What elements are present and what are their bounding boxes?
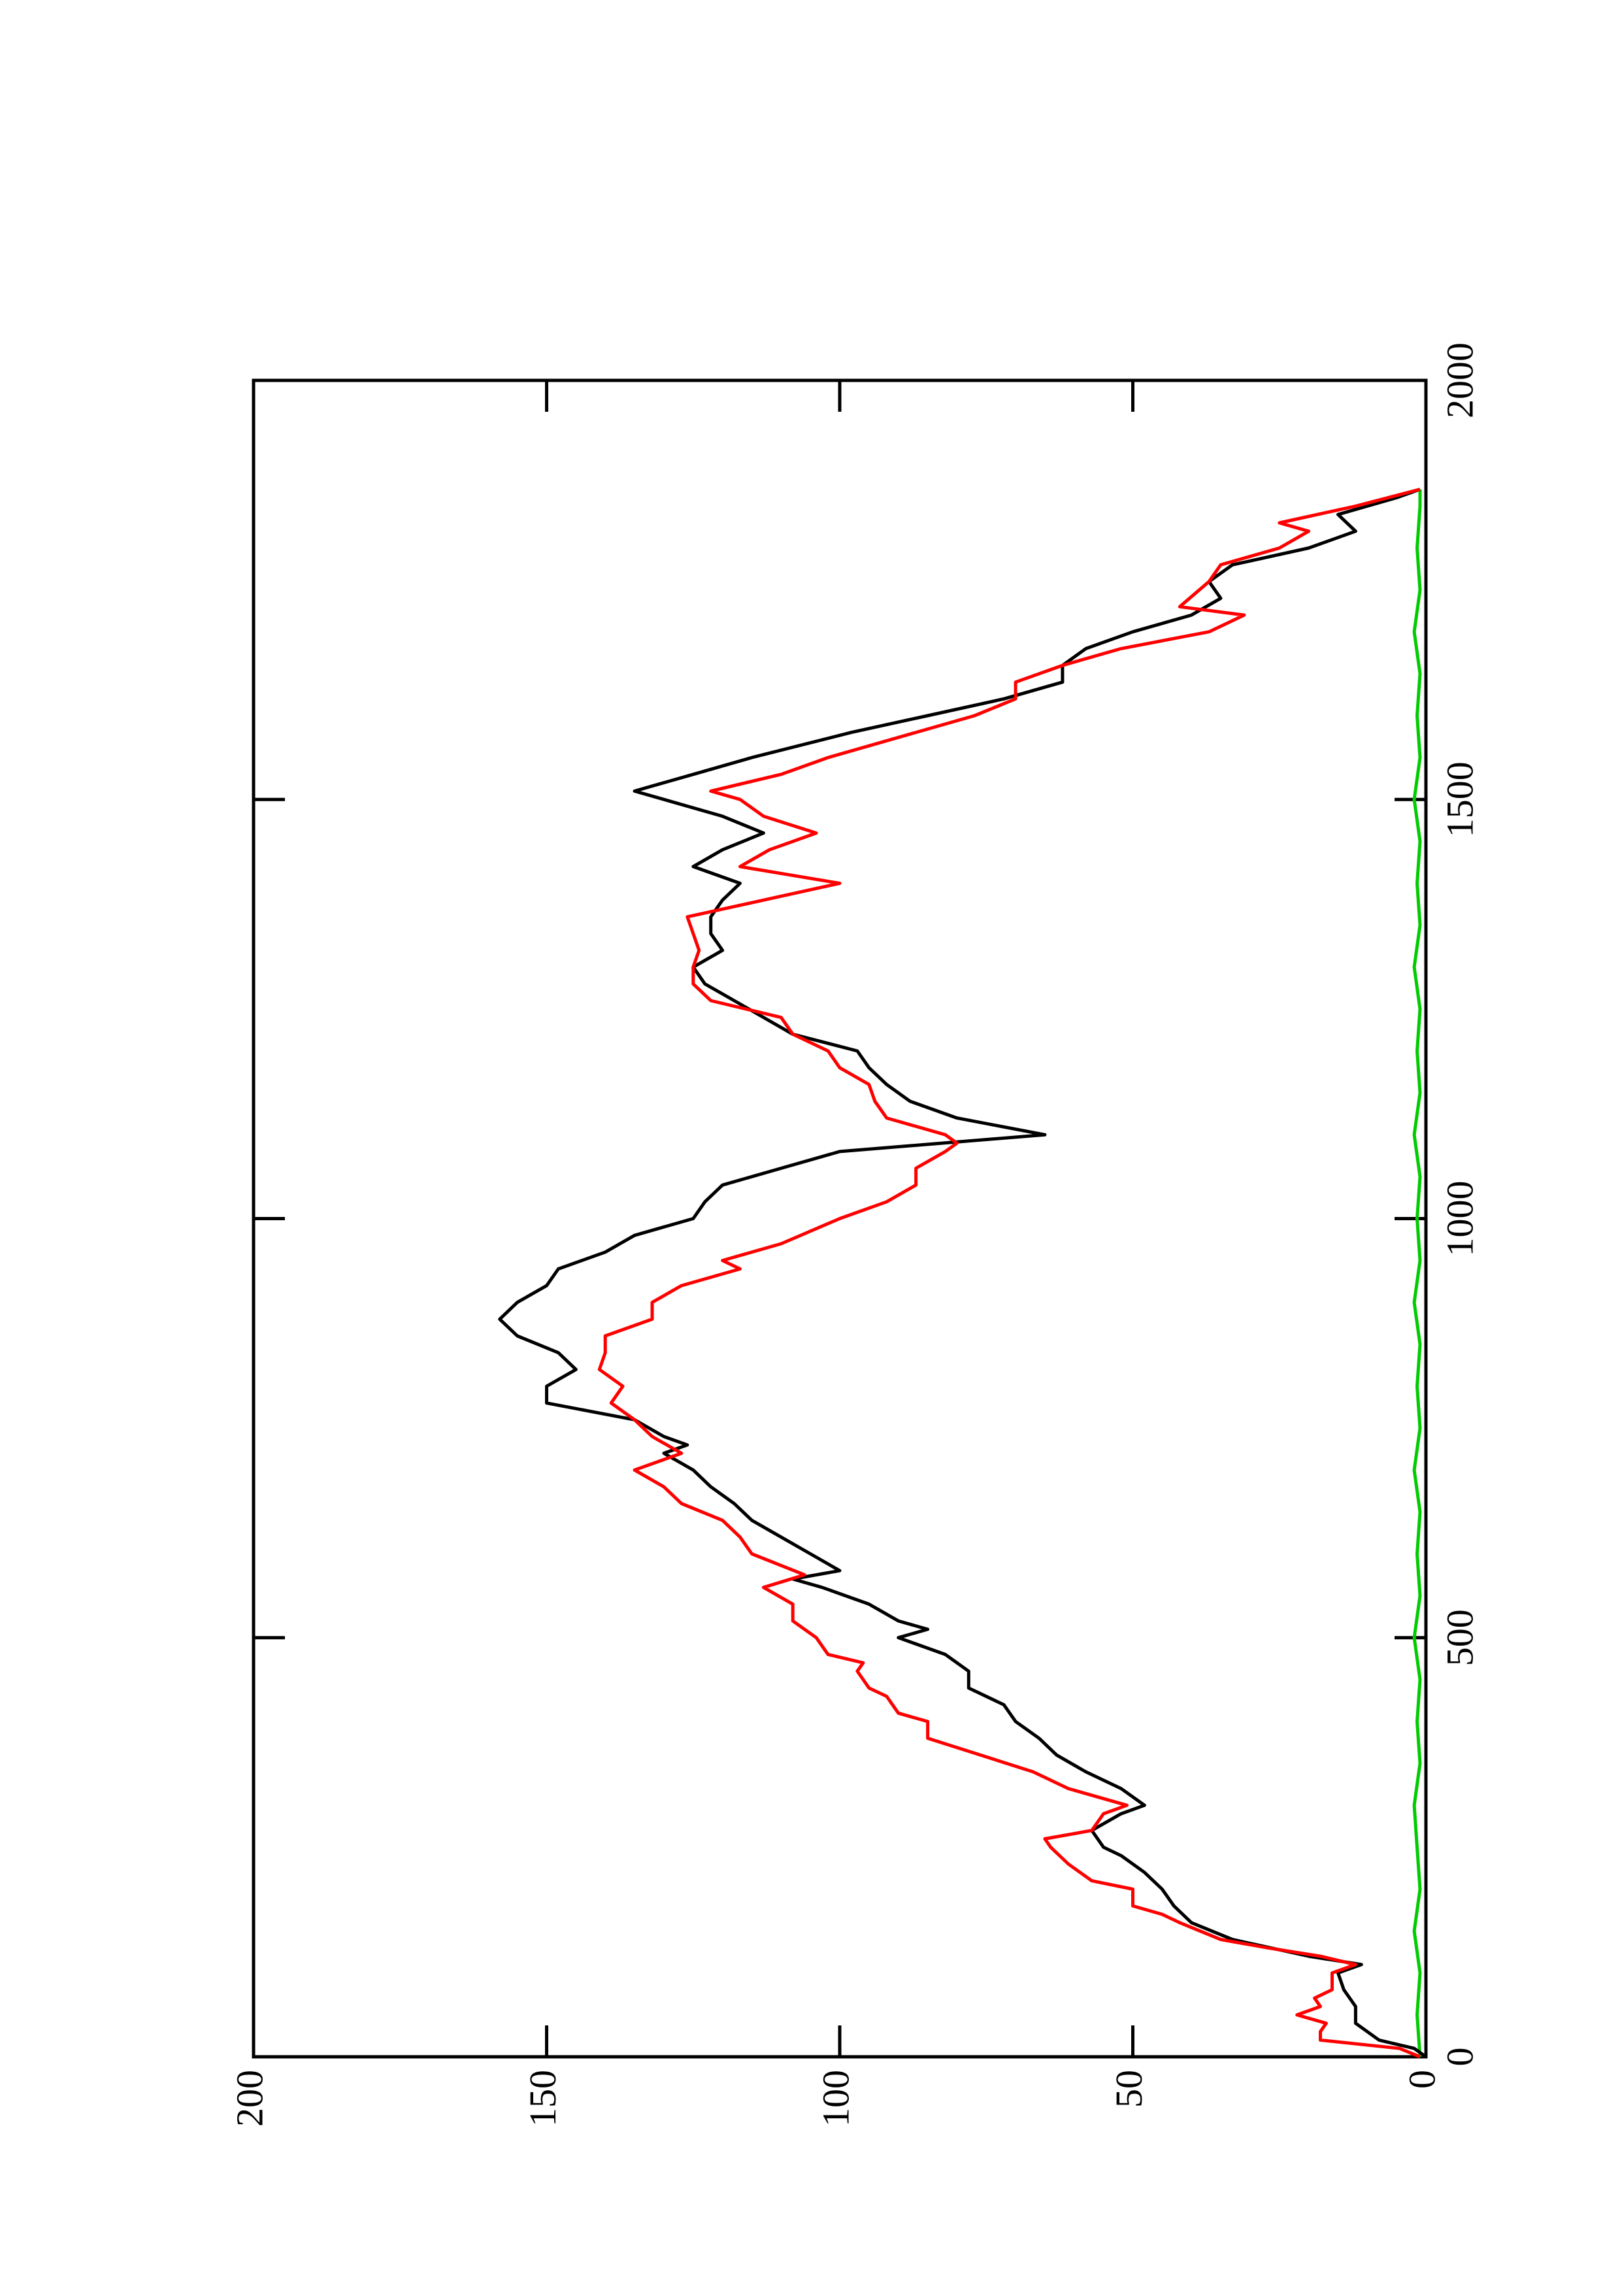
x-tick-label: 1500 xyxy=(1438,761,1481,837)
x-tick-label: 1000 xyxy=(1438,1181,1481,1257)
x-tick-label: 2000 xyxy=(1438,342,1481,418)
y-tick-label: 200 xyxy=(228,2070,271,2127)
rotated-plot: 0 500 1000 1500 2000 0 50 100 150 200 xyxy=(228,342,1481,2127)
series-line xyxy=(1412,489,1422,2057)
x-tick-label: 500 xyxy=(1438,1609,1481,1666)
y-tick-label: 150 xyxy=(521,2070,564,2127)
series-line xyxy=(498,488,1427,2059)
y-tick-label: 100 xyxy=(814,2070,857,2127)
series-line xyxy=(597,488,1421,2059)
x-tick-label: 0 xyxy=(1438,2048,1481,2067)
y-tick-label: 0 xyxy=(1400,2070,1443,2089)
y-tick-label: 50 xyxy=(1108,2070,1150,2108)
